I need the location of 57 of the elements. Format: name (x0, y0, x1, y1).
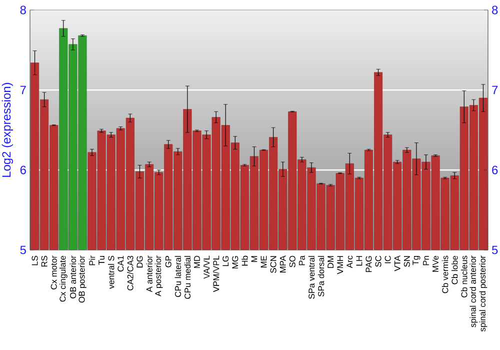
x-tick-label: MVe (432, 256, 438, 272)
x-tick-label: MD (194, 256, 200, 268)
x-tick-label: spinal cord anterior (470, 256, 478, 328)
y-tick-label: 5 (20, 246, 26, 254)
x-tick-label: VPM/VPL (212, 256, 220, 292)
x-tick-label: spinal cord posterior (479, 256, 488, 332)
x-tick-label: IC (384, 256, 391, 264)
x-tick-label: SCN (270, 256, 276, 273)
x-tick-label: Pir (88, 256, 96, 266)
y2-tick-label: 7 (492, 86, 498, 94)
x-tick-label: GP (165, 256, 172, 268)
y-tick-label: 6 (20, 166, 26, 174)
x-tick-label: A posterior (154, 256, 163, 296)
x-tick-label: Tg (412, 256, 420, 266)
x-tick-label: MG (232, 256, 238, 268)
x-tick-label: OB anterior (70, 256, 76, 298)
x-tick-label: PAG (366, 256, 372, 272)
x-tick-label: SPa ventral (308, 256, 315, 299)
x-tick-label: SC (375, 256, 382, 267)
x-tick-label: LG (222, 256, 229, 266)
x-tick-label: DM (328, 256, 334, 268)
y-axis-title: Log2 (expression) (2, 82, 13, 177)
x-tick-label: Pa (298, 255, 305, 266)
y-tick-label: 7 (20, 86, 26, 94)
x-tick-label: Cx motor (50, 256, 57, 290)
x-tick-label: LS (32, 256, 38, 266)
x-tick-label: Cb lobe (451, 256, 458, 284)
x-tick-label: CA1 (118, 256, 124, 272)
x-tick-label: M (251, 256, 258, 262)
x-tick-label: MPA (280, 255, 286, 272)
x-tick-label: Cb vermis (442, 256, 448, 294)
x-tick-label: Cx cingulate (59, 256, 68, 302)
x-tick-label: VMH (337, 256, 344, 274)
x-tick-label: A anterior (146, 256, 152, 292)
y2-tick-label: 6 (492, 166, 498, 174)
x-tick-label: OB posterior (78, 256, 86, 303)
y2-tick-label: 5 (492, 246, 498, 254)
x-tick-label: VA/VL (203, 256, 210, 279)
x-tick-label: Cb nucleus (461, 256, 468, 298)
x-tick-label: DG (136, 256, 143, 268)
x-tick-label: Hb (242, 256, 248, 266)
x-tick-label: CPu medial (184, 256, 191, 299)
x-tick-label: Pn (423, 256, 429, 266)
x-tick-label: SN (404, 256, 410, 267)
x-tick-label: CPu lateral (174, 256, 181, 297)
y2-tick-label: 8 (492, 6, 498, 14)
x-tick-label: SPa dorsal (318, 256, 324, 296)
x-tick-label: Tu (98, 256, 105, 265)
y-tick-label: 8 (20, 6, 26, 14)
x-tick-label: VTA (394, 255, 400, 272)
x-tick-label: RS (41, 256, 48, 267)
x-tick-label: LH (356, 256, 362, 266)
x-tick-label: SO (289, 256, 296, 268)
x-tick-label: ME (260, 256, 267, 268)
x-tick-label: ventral S (108, 256, 114, 289)
x-tick-label: Arc (346, 256, 353, 268)
x-tick-label: CA2/CA3 (127, 256, 134, 290)
